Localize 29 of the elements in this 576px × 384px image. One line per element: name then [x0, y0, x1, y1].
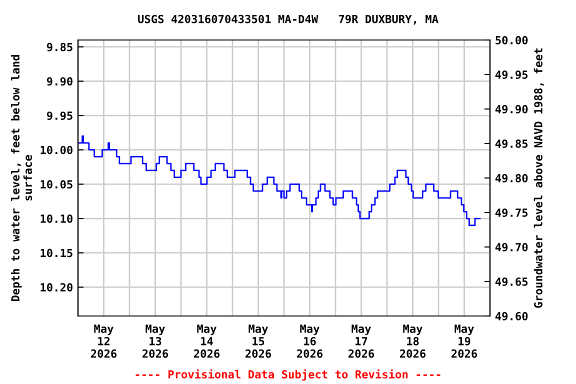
y2-tick-label: 49.75 [495, 208, 528, 217]
y-tick-label: 9.90 [46, 77, 72, 86]
x-tick-label: May 19 2026 [451, 324, 478, 358]
x-tick-label: May 15 2026 [245, 324, 272, 358]
x-tick-label: May 18 2026 [400, 324, 426, 358]
y-tick-label: 10.15 [40, 248, 72, 258]
chart-title: USGS 420316070433501 MA-D4W 79R DUXBURY, MA [138, 14, 438, 25]
y2-tick-label: 49.80 [495, 174, 528, 182]
x-tick-label: May 17 2026 [348, 324, 374, 358]
y2-tick-label: 50.00 [496, 36, 528, 44]
y2-tick-label: 49.65 [495, 277, 528, 286]
y-tick-label: 10.00 [40, 146, 72, 154]
text: ---- Provisional Data Subject to Revision ---- [136, 369, 440, 381]
y2-tick-label: 49.85 [495, 139, 528, 148]
x-tick-label: May 13 2026 [142, 324, 168, 358]
y-tick-label: 9.95 [46, 112, 72, 120]
y-tick-label: 10.10 [40, 214, 72, 223]
y2-tick-label: 49.70 [495, 242, 528, 252]
y2-tick-label: 49.60 [495, 312, 528, 320]
y-tick-label: 9.85 [46, 42, 72, 52]
y2-tick-label: 49.95 [495, 70, 528, 79]
x-tick-label: May 14 2026 [194, 324, 220, 358]
y-axis-title: Depth to water level, feet below land surface [10, 55, 32, 302]
y2-tick-label: 49.90 [495, 104, 528, 114]
y2-axis-title: Groundwater level above NAVD 1988, feet [534, 48, 544, 308]
y-tick-label: 10.20 [40, 283, 72, 292]
y-tick-label: 10.05 [40, 180, 72, 189]
x-tick-label: May 16 2026 [296, 324, 323, 358]
x-tick-label: May 12 2026 [90, 324, 117, 358]
